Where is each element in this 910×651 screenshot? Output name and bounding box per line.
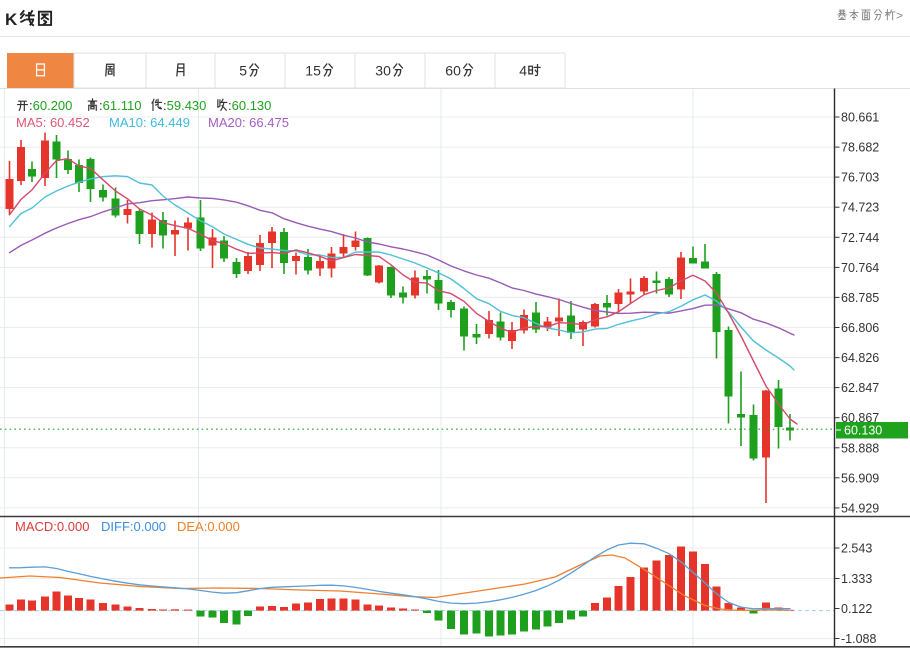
svg-text:80.661: 80.661 bbox=[841, 111, 879, 125]
svg-text:60: 60 bbox=[445, 63, 461, 79]
svg-text:4: 4 bbox=[519, 63, 527, 79]
svg-text::60.130: :60.130 bbox=[228, 98, 271, 113]
svg-text::60.200: :60.200 bbox=[29, 98, 72, 113]
svg-text:0.122: 0.122 bbox=[841, 602, 872, 616]
svg-text:60.130: 60.130 bbox=[844, 424, 882, 438]
svg-text:15: 15 bbox=[305, 63, 321, 79]
svg-text:74.723: 74.723 bbox=[841, 201, 879, 215]
svg-text::59.430: :59.430 bbox=[163, 98, 206, 113]
svg-text::61.110: :61.110 bbox=[99, 98, 141, 113]
svg-text:72.744: 72.744 bbox=[841, 231, 879, 245]
svg-text:68.785: 68.785 bbox=[841, 291, 879, 305]
svg-text:K: K bbox=[5, 10, 18, 29]
svg-text:54.929: 54.929 bbox=[841, 501, 879, 515]
svg-text:-1.088: -1.088 bbox=[841, 632, 876, 646]
svg-text:2.543: 2.543 bbox=[841, 542, 872, 556]
svg-text:70.764: 70.764 bbox=[841, 261, 879, 275]
svg-text:76.703: 76.703 bbox=[841, 171, 879, 185]
svg-text:62.847: 62.847 bbox=[841, 381, 879, 395]
svg-text:64.826: 64.826 bbox=[841, 351, 879, 365]
svg-text:>: > bbox=[896, 9, 903, 23]
svg-text:5: 5 bbox=[239, 63, 247, 79]
svg-text:56.909: 56.909 bbox=[841, 471, 879, 485]
svg-text:60.867: 60.867 bbox=[841, 411, 879, 425]
svg-text:58.888: 58.888 bbox=[841, 441, 879, 455]
svg-text:78.682: 78.682 bbox=[841, 141, 879, 155]
svg-text:1.333: 1.333 bbox=[841, 572, 872, 586]
svg-text:66.806: 66.806 bbox=[841, 321, 879, 335]
svg-text:30: 30 bbox=[375, 63, 391, 79]
